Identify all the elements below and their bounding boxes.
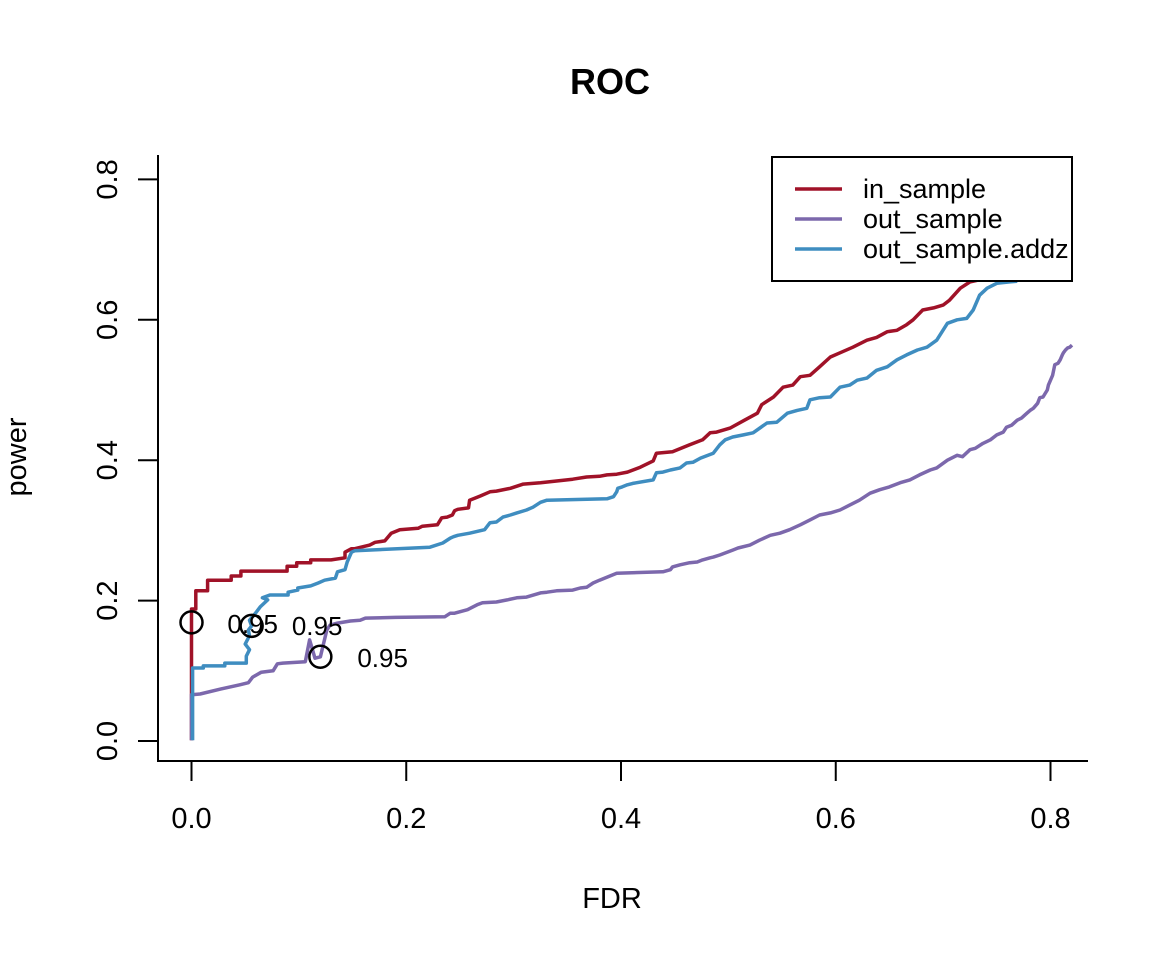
chart-title: ROC (570, 61, 650, 102)
x-tick-label: 0.2 (386, 803, 426, 835)
threshold-label-in_sample: 0.95 (227, 609, 278, 639)
threshold-label-out_sample: 0.95 (357, 643, 408, 673)
x-axis-label: FDR (582, 883, 642, 915)
y-tick-label: 0.0 (92, 721, 124, 761)
y-axis-ticks: 0.0 0.2 0.4 0.6 0.8 (92, 159, 158, 761)
threshold-label-out_sample.addz: 0.95 (292, 611, 343, 641)
series-line-in_sample (189, 278, 980, 741)
legend-label-out_sample: out_sample (863, 204, 1003, 234)
threshold-circle-in_sample (179, 610, 204, 635)
legend-label-in_sample: in_sample (863, 174, 986, 204)
x-tick-label: 0.6 (816, 803, 856, 835)
y-axis-label: power (1, 417, 33, 496)
threshold-circle-out_sample.addz (239, 613, 264, 639)
y-tick-label: 0.2 (92, 580, 124, 620)
series-line-out_sample.addz (190, 279, 1018, 741)
threshold-markers: 0.95 0.95 0.95 (179, 609, 408, 673)
x-tick-label: 0.8 (1030, 803, 1070, 835)
series-line-out_sample (189, 343, 1074, 741)
x-tick-label: 0.4 (601, 803, 641, 835)
y-tick-label: 0.8 (92, 159, 124, 199)
threshold-circle-out_sample (308, 644, 333, 670)
x-tick-label: 0.0 (171, 803, 211, 835)
x-axis-ticks: 0.0 0.2 0.4 0.6 0.8 (171, 761, 1071, 835)
series-lines (189, 278, 1074, 741)
legend-label-out_sample.addz: out_sample.addz (863, 234, 1069, 264)
y-tick-label: 0.4 (92, 440, 124, 480)
y-tick-label: 0.6 (92, 300, 124, 340)
